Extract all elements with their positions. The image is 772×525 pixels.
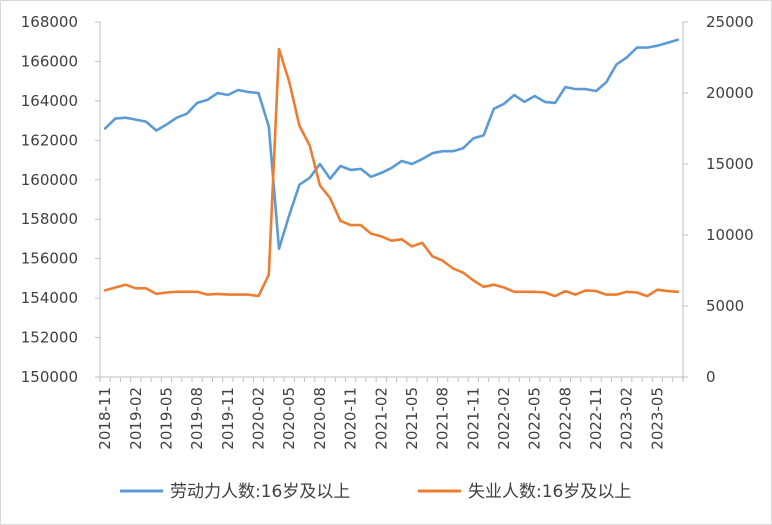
x-tick-label: 2018-11: [96, 387, 114, 450]
right-y-tick-label: 15000: [706, 155, 754, 173]
left-y-tick-label: 158000: [21, 210, 78, 228]
left-y-tick-label: 150000: [21, 368, 78, 386]
x-tick-label: 2023-05: [648, 387, 666, 450]
left-y-tick-label: 160000: [21, 171, 78, 189]
x-tick-label: 2020-11: [342, 387, 360, 450]
x-tick-label: 2021-02: [372, 387, 390, 450]
x-tick-label: 2023-02: [618, 387, 636, 450]
x-tick-label: 2019-11: [219, 387, 237, 450]
legend: 劳动力人数:16岁及以上 失业人数:16岁及以上: [120, 482, 631, 502]
x-axis: 2018-11 2019-02 2019-05 2019-08 2019-11 2020-…: [96, 377, 684, 450]
left-y-tick-label: 156000: [21, 250, 78, 268]
x-tick-label: 2019-05: [157, 387, 175, 450]
x-tick-label: 2019-08: [188, 387, 206, 450]
right-y-tick-label: 0: [706, 368, 716, 386]
x-tick-label: 2020-05: [280, 387, 298, 450]
right-y-tick-label: 5000: [706, 297, 744, 315]
legend-label: 劳动力人数:16岁及以上: [170, 482, 350, 502]
x-tick-label: 2020-08: [311, 387, 329, 450]
left-y-tick-label: 162000: [21, 131, 78, 149]
series-line-labor-force: [103, 38, 680, 251]
right-y-tick-label: 25000: [706, 13, 754, 31]
series-layer: [103, 38, 680, 298]
left-y-tick-label: 164000: [21, 92, 78, 110]
left-y-tick-label: 168000: [21, 13, 78, 31]
series-line-unemployed: [103, 47, 680, 298]
left-y-tick-label: 152000: [21, 329, 78, 347]
legend-label: 失业人数:16岁及以上: [468, 482, 631, 502]
x-tick-label: 2019-02: [127, 387, 145, 450]
right-y-tick-label: 20000: [706, 84, 754, 102]
x-tick-label: 2021-05: [403, 387, 421, 450]
x-tick-label: 2022-05: [526, 387, 544, 450]
left-y-axis: 150000 152000 154000 156000 158000 160000 1620…: [21, 13, 100, 386]
left-y-tick-label: 154000: [21, 289, 78, 307]
right-y-tick-label: 10000: [706, 226, 754, 244]
x-tick-label: 2022-08: [556, 387, 574, 450]
x-tick-label: 2020-02: [250, 387, 268, 450]
right-y-axis: 0 5000 10000 15000 20000 25000: [683, 13, 754, 386]
x-tick-label: 2022-11: [587, 387, 605, 450]
left-y-tick-label: 166000: [21, 52, 78, 70]
x-tick-label: 2021-11: [464, 387, 482, 450]
x-tick-label: 2021-08: [434, 387, 452, 450]
x-tick-label: 2022-02: [495, 387, 513, 450]
plot-area: [99, 22, 684, 378]
